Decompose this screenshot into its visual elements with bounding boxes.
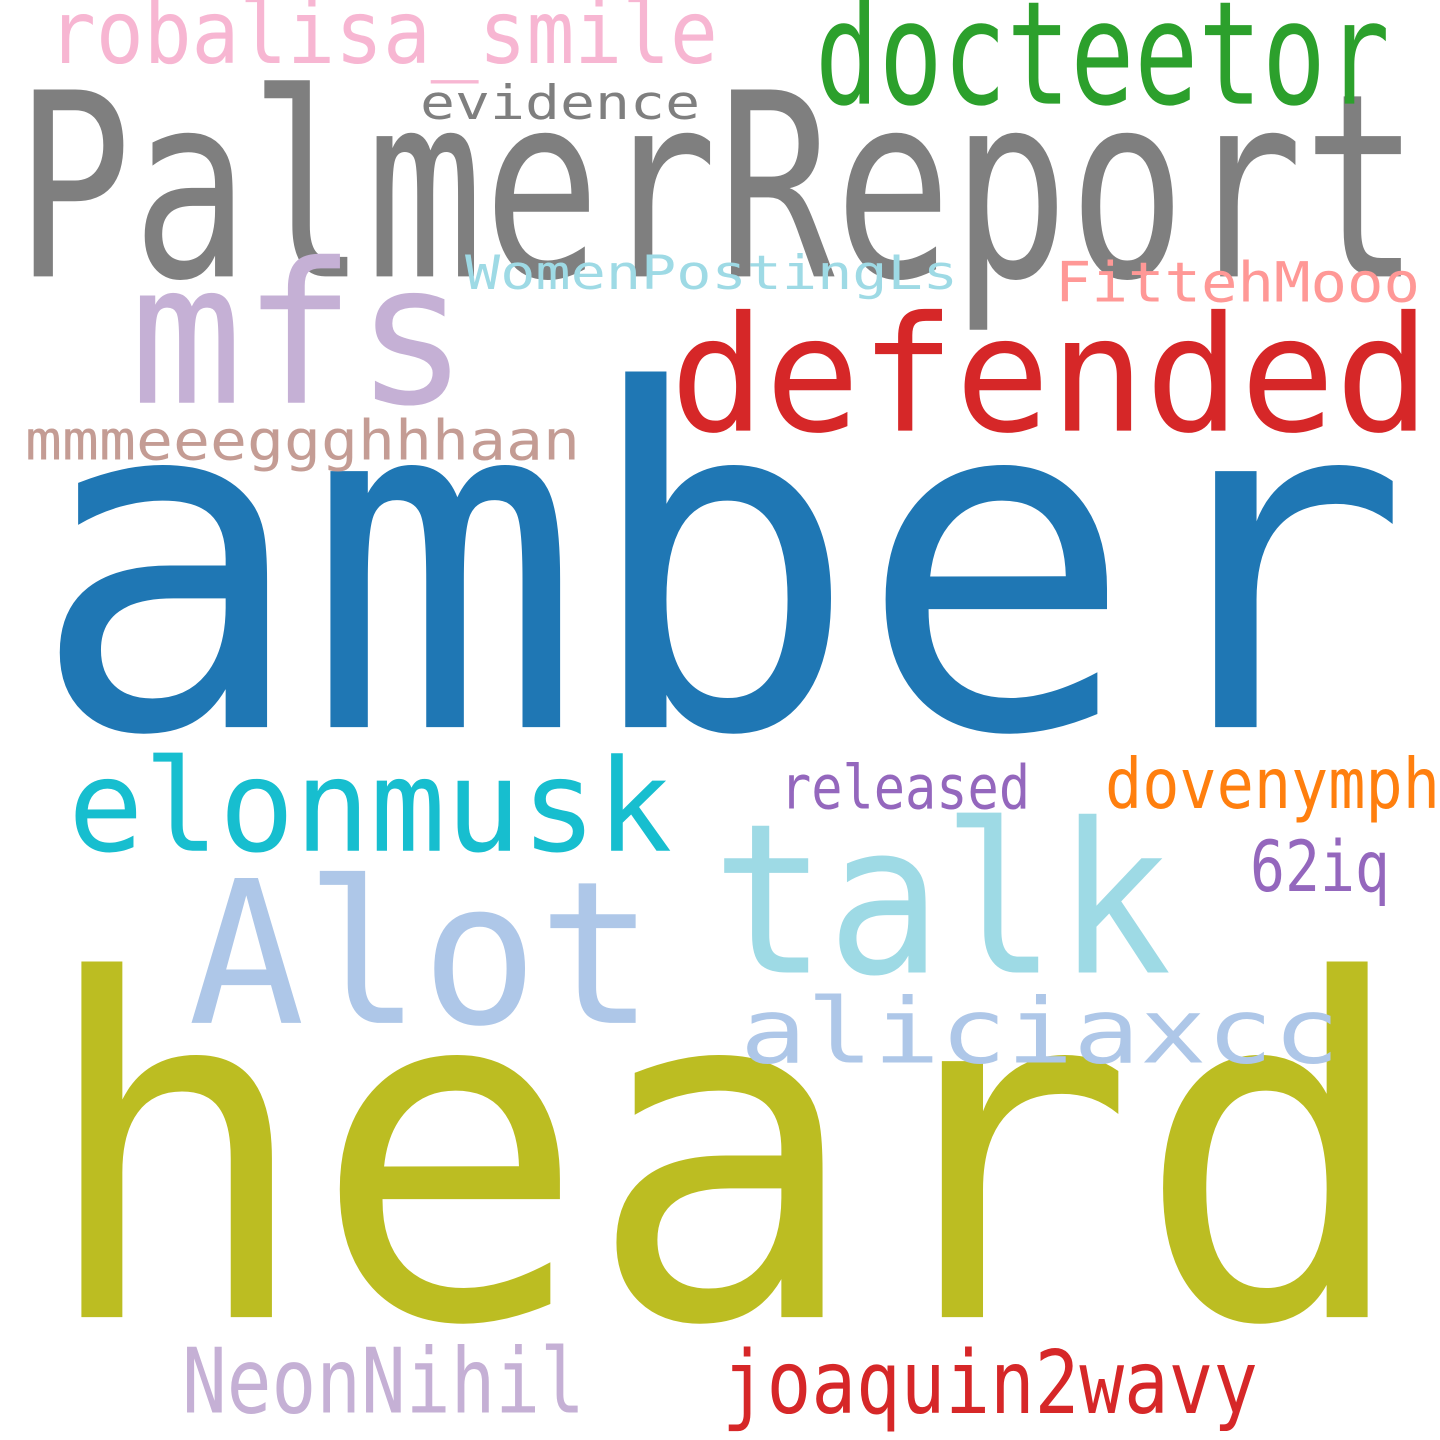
word-dovenymph: dovenymph xyxy=(1105,743,1440,825)
word-evidence: evidence xyxy=(420,75,701,131)
word-amber: amber xyxy=(30,294,1411,840)
word-palmerreport: PalmerReport xyxy=(15,39,1420,339)
word-released: released xyxy=(780,752,1031,823)
word-aliciaxcc: aliciaxcc xyxy=(740,979,1340,1085)
word-mmmeeeggghhhaan: mmmeeeggghhhaan xyxy=(25,408,581,473)
word-joaquin2wavy: joaquin2wavy xyxy=(722,1332,1258,1434)
word-robalisa-smile: robalisa_smile xyxy=(48,0,718,84)
word-62iq: 62iq xyxy=(1250,825,1390,908)
word-fittehmooo: FittehMooo xyxy=(1055,250,1421,315)
word-neonnihil: NeonNihil xyxy=(182,1329,585,1435)
word-elonmusk: elonmusk xyxy=(68,731,673,882)
word-talk: talk xyxy=(712,779,1172,1023)
word-docteetor: docteetor xyxy=(815,0,1390,138)
word-alot: Alot xyxy=(188,839,655,1071)
word-mfs: mfs xyxy=(130,221,469,451)
word-defended: defended xyxy=(670,282,1431,469)
word-heard: heard xyxy=(38,884,1411,1430)
word-womenpostingls: WomenPostingLs xyxy=(465,245,958,301)
